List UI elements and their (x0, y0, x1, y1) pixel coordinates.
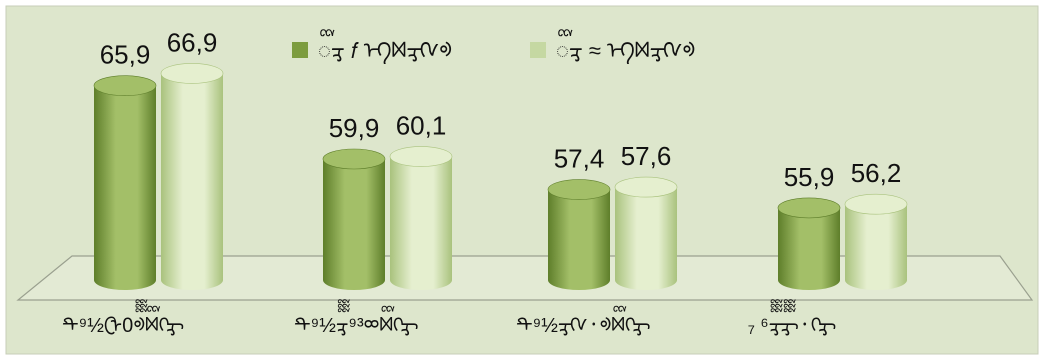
bar-top-series-1-cat-3 (547, 179, 611, 200)
value-label-series-2-cat-1: 66,9 (167, 27, 218, 57)
legend-swatch-series-1 (292, 42, 308, 58)
value-label-series-1-cat-2: 59,9 (329, 113, 380, 143)
bar-top-series-1-cat-2 (322, 148, 386, 170)
value-labels-group: 65,9 59,9 57,4 55,9 66,9 60,1 57,6 56,2 (100, 27, 902, 191)
value-label-series-2-cat-2: 60,1 (396, 111, 447, 141)
value-label-series-2-cat-4: 56,2 (851, 158, 902, 188)
bar-top-series-1-cat-1 (93, 75, 157, 96)
bar-series-1-cat-3 (548, 189, 610, 290)
bars-group (93, 63, 908, 291)
bar-series-1-cat-1 (94, 85, 156, 291)
bar-top-series-2-cat-3 (614, 176, 678, 198)
bar-series-2-cat-1 (161, 73, 223, 290)
bar-series-1-cat-4 (778, 207, 840, 290)
value-label-series-2-cat-3: 57,6 (621, 141, 672, 171)
bar-series-2-cat-2 (390, 156, 452, 290)
bar-top-series-1-cat-4 (777, 197, 841, 219)
bar-top-series-2-cat-2 (389, 146, 453, 167)
bar-series-1-cat-2 (323, 159, 385, 290)
legend-swatch-series-2 (530, 42, 546, 58)
bar-series-2-cat-4 (845, 204, 907, 290)
value-label-series-1-cat-1: 65,9 (100, 40, 151, 70)
bar-series-2-cat-3 (615, 187, 677, 290)
value-label-series-1-cat-3: 57,4 (554, 144, 605, 174)
bar-top-series-2-cat-4 (844, 193, 908, 215)
bar-top-series-2-cat-1 (160, 63, 224, 84)
value-label-series-1-cat-4: 55,9 (784, 162, 835, 192)
